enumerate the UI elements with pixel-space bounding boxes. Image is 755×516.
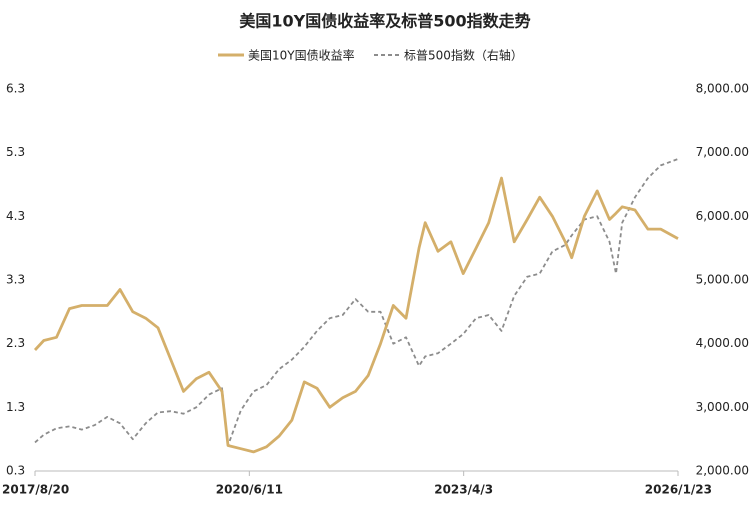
x-tick-label: 2020/6/11	[216, 483, 283, 497]
x-tick-label: 2023/4/3	[434, 483, 493, 497]
legend-label: 美国10Y国债收益率	[248, 48, 355, 63]
y-tick-label: 0.3	[6, 464, 25, 478]
y2-tick-label: 2,000.00	[696, 464, 749, 478]
chart-title: 美国10Y国债收益率及标普500指数走势	[239, 12, 530, 31]
y-tick-label: 4.3	[6, 209, 25, 223]
legend-label: 标普500指数（右轴）	[404, 48, 523, 63]
y2-tick-label: 8,000.00	[696, 82, 749, 96]
y2-tick-label: 5,000.00	[696, 273, 749, 287]
series-line	[34, 158, 679, 447]
y2-tick-label: 3,000.00	[696, 400, 749, 414]
x-tick-label: 2017/8/20	[2, 483, 69, 497]
y-tick-label: 6.3	[6, 82, 25, 96]
y-tick-label: 3.3	[6, 273, 25, 287]
y2-tick-label: 4,000.00	[696, 336, 749, 350]
series-line	[33, 176, 679, 454]
y2-tick-label: 6,000.00	[696, 209, 749, 223]
y2-tick-label: 7,000.00	[696, 145, 749, 159]
y-tick-label: 5.3	[6, 145, 25, 159]
x-tick-label: 2026/1/23	[645, 483, 712, 497]
y-tick-label: 1.3	[6, 400, 25, 414]
y-tick-label: 2.3	[6, 336, 25, 350]
